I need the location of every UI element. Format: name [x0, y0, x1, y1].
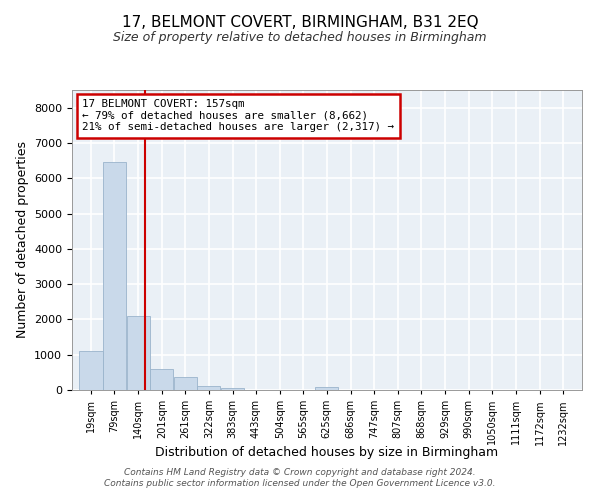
Bar: [197, 386, 220, 390]
Bar: [79, 351, 103, 390]
Y-axis label: Number of detached properties: Number of detached properties: [16, 142, 29, 338]
Bar: [221, 388, 244, 390]
Bar: [150, 369, 173, 390]
Bar: [127, 316, 149, 390]
Text: Size of property relative to detached houses in Birmingham: Size of property relative to detached ho…: [113, 31, 487, 44]
Bar: [315, 387, 338, 390]
Text: 17, BELMONT COVERT, BIRMINGHAM, B31 2EQ: 17, BELMONT COVERT, BIRMINGHAM, B31 2EQ: [122, 15, 478, 30]
Text: 17 BELMONT COVERT: 157sqm
← 79% of detached houses are smaller (8,662)
21% of se: 17 BELMONT COVERT: 157sqm ← 79% of detac…: [82, 99, 394, 132]
Text: Distribution of detached houses by size in Birmingham: Distribution of detached houses by size …: [155, 446, 499, 459]
Bar: [103, 162, 126, 390]
Text: Contains HM Land Registry data © Crown copyright and database right 2024.
Contai: Contains HM Land Registry data © Crown c…: [104, 468, 496, 487]
Bar: [173, 377, 197, 390]
